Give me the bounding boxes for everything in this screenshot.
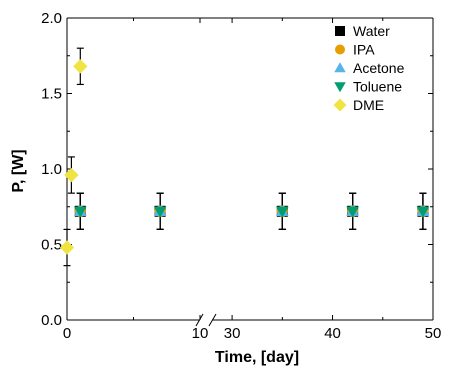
legend-marker-dme (333, 98, 347, 112)
x-tick-label: 40 (324, 325, 341, 342)
legend-label-water: Water (353, 23, 390, 39)
x-tick-label: 50 (425, 325, 442, 342)
legend-marker-acetone (334, 62, 346, 73)
plot-layer: 0.0 0.5 1.0 1.5 2.0 0 10 30 40 50 Water IPA Acetone T… (41, 10, 441, 342)
toluene-point (73, 206, 87, 218)
legend-marker-ipa (335, 44, 345, 55)
y-tick-label: 1.5 (41, 86, 62, 103)
dme-point (59, 240, 75, 255)
legend-marker-water (335, 26, 345, 36)
y-tick-label: 0.0 (41, 312, 62, 329)
x-tick-label: 30 (224, 325, 241, 342)
toluene-point (275, 206, 289, 218)
legend-label-acetone: Acetone (353, 60, 405, 76)
legend-label-dme: DME (353, 97, 384, 113)
y-tick-label: 1.0 (41, 161, 62, 178)
axis-break-mark (208, 313, 217, 327)
dme-point (64, 167, 79, 183)
legend-label-toluene: Toluene (353, 79, 402, 95)
legend-label-ipa: IPA (353, 42, 375, 58)
x-axis-title: Time, [day] (215, 349, 299, 366)
x-tick-label: 10 (192, 325, 209, 342)
legend-marker-toluene (334, 82, 346, 93)
toluene-point (153, 206, 167, 218)
y-tick-label: 0.5 (41, 237, 62, 254)
toluene-point (346, 206, 359, 218)
y-tick-label: 2.0 (41, 10, 62, 27)
toluene-point (416, 206, 430, 218)
x-tick-label: 0 (63, 325, 71, 342)
dme-point (73, 59, 88, 74)
y-axis-title: P, [W] (10, 149, 27, 192)
